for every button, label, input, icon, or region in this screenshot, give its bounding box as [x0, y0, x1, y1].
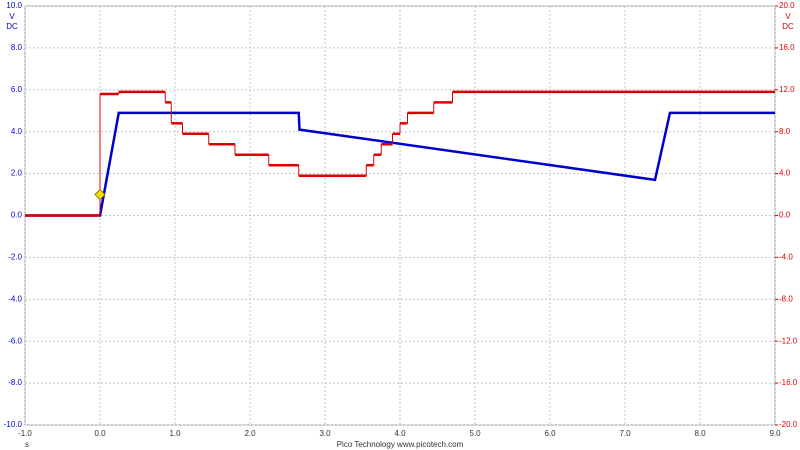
- trace: [25, 111, 775, 217]
- y2-tick-label: -12.0: [779, 336, 798, 345]
- y-tick-label: 4.0: [11, 127, 23, 136]
- x-tick-label: 2.0: [244, 429, 256, 438]
- y2-tick-label: 4.0: [779, 169, 791, 178]
- y2-axis-coupling: DC: [782, 22, 794, 31]
- x-tick-label: -1.0: [18, 429, 32, 438]
- y-tick-label: 8.0: [11, 43, 23, 52]
- y2-axis-unit: V: [785, 12, 791, 21]
- y-tick-label: -2.0: [8, 253, 22, 262]
- x-tick-label: 9.0: [769, 429, 781, 438]
- footer: Pico Technology www.picotech.com: [337, 440, 464, 449]
- y2-tick-label: -16.0: [779, 378, 798, 387]
- x-tick-label: 4.0: [394, 429, 406, 438]
- x-tick-label: 5.0: [469, 429, 481, 438]
- x-tick-label: 3.0: [319, 429, 331, 438]
- y2-tick-label: -4.0: [779, 253, 793, 262]
- y-tick-label: 10.0: [6, 1, 22, 10]
- y2-tick-label: 8.0: [779, 127, 791, 136]
- trigger-marker: [94, 188, 106, 201]
- y-axis-coupling: DC: [6, 22, 18, 31]
- x-tick-label: 0.0: [94, 429, 106, 438]
- y2-tick-label: -8.0: [779, 294, 793, 303]
- y-tick-label: 6.0: [11, 85, 23, 94]
- x-axis-unit: s: [25, 440, 29, 449]
- y-tick-label: -6.0: [8, 336, 22, 345]
- y-tick-label: 0.0: [11, 211, 23, 220]
- y2-tick-label: 20.0: [779, 1, 795, 10]
- y2-tick-label: -20.0: [779, 420, 798, 429]
- y-tick-label: -10.0: [4, 420, 23, 429]
- x-tick-label: 8.0: [694, 429, 706, 438]
- y-tick-label: -4.0: [8, 294, 22, 303]
- y2-tick-label: 0.0: [779, 211, 791, 220]
- x-tick-label: 1.0: [169, 429, 181, 438]
- y2-tick-label: 16.0: [779, 43, 795, 52]
- x-tick-label: 7.0: [619, 429, 631, 438]
- y-tick-label: -8.0: [8, 378, 22, 387]
- y-tick-label: 2.0: [11, 169, 23, 178]
- x-tick-label: 6.0: [544, 429, 556, 438]
- y-axis-unit: V: [9, 12, 15, 21]
- y2-tick-label: 12.0: [779, 85, 795, 94]
